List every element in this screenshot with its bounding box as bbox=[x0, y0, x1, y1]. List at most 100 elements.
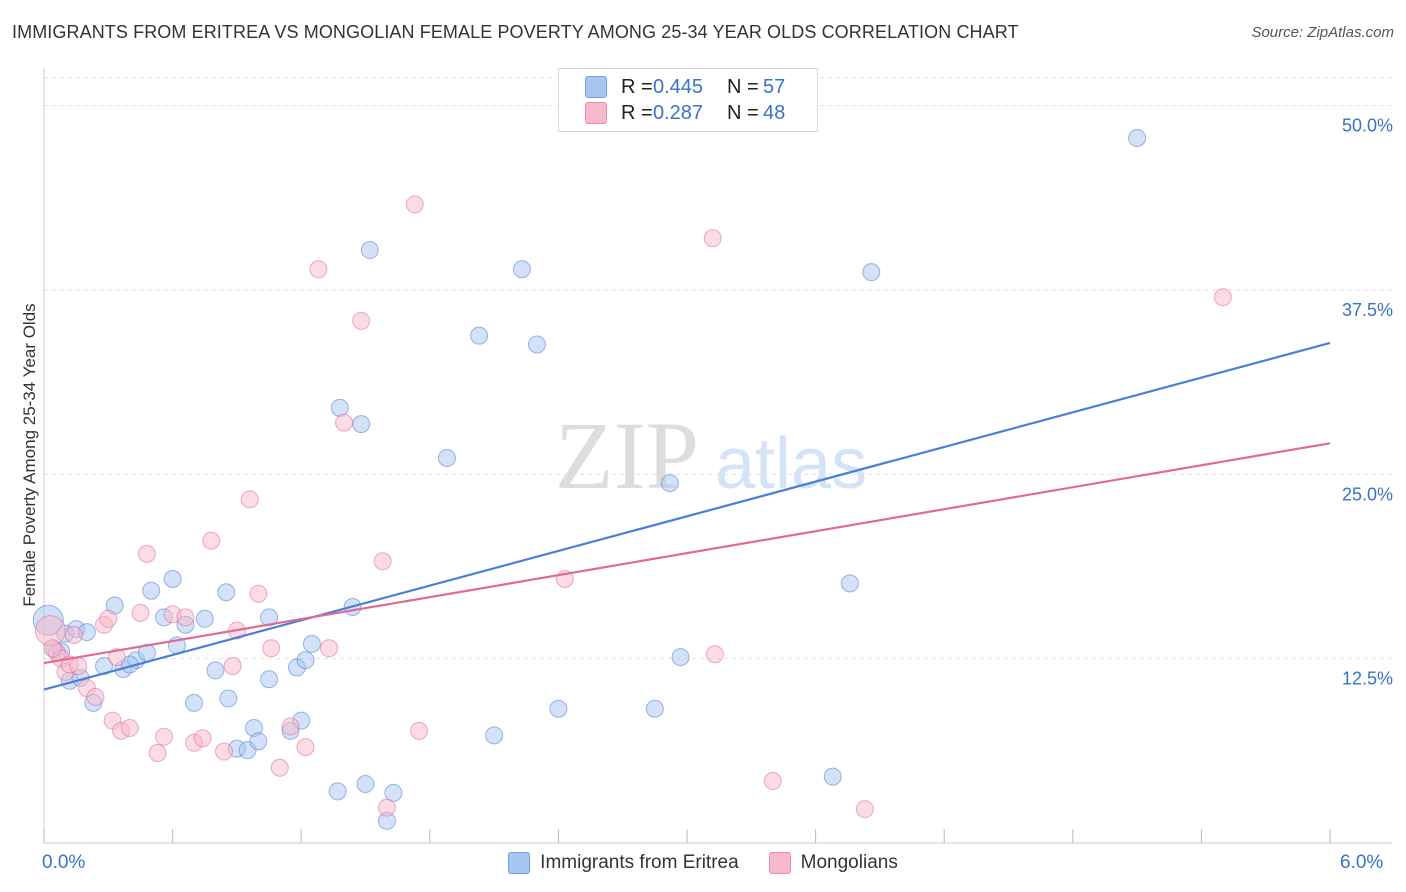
legend-n-label: N = bbox=[727, 75, 759, 98]
point-eritrea-46 bbox=[485, 726, 504, 745]
point-mongolians-34 bbox=[335, 413, 354, 432]
legend-r-label: R = bbox=[621, 101, 653, 124]
point-eritrea-38 bbox=[360, 241, 379, 260]
point-mongolians-41 bbox=[703, 229, 722, 248]
point-eritrea-41 bbox=[356, 775, 375, 793]
point-mongolians-47 bbox=[107, 648, 126, 667]
point-eritrea-21 bbox=[195, 609, 214, 628]
point-mongolians-43 bbox=[763, 772, 782, 791]
point-eritrea-28 bbox=[249, 732, 268, 751]
legend-n-value: 57 bbox=[763, 75, 786, 98]
point-eritrea-34 bbox=[296, 651, 315, 670]
point-eritrea-15 bbox=[142, 581, 161, 600]
point-mongolians-32 bbox=[309, 260, 328, 279]
chart-title: IMMIGRANTS FROM ERITREA VS MONGOLIAN FEM… bbox=[12, 22, 1019, 42]
point-eritrea-22 bbox=[206, 661, 225, 680]
point-mongolians-42 bbox=[705, 645, 724, 664]
point-mongolians-30 bbox=[281, 717, 300, 736]
legend-label-mongolians: Mongolians bbox=[800, 852, 898, 873]
y-tick-label-0: 12.5% bbox=[1342, 669, 1393, 689]
legend-n-label: N = bbox=[727, 101, 759, 124]
point-mongolians-35 bbox=[352, 311, 371, 330]
point-mongolians-27 bbox=[249, 584, 268, 603]
source-credit: Source: ZipAtlas.com bbox=[1251, 24, 1394, 41]
legend-row-mongolians: R = 0.287 N = 48 bbox=[585, 100, 785, 126]
watermark: ZIP atlas bbox=[555, 402, 867, 509]
point-mongolians-45 bbox=[1213, 288, 1232, 307]
point-mongolians-38 bbox=[405, 195, 424, 214]
point-eritrea-20 bbox=[185, 693, 204, 712]
point-mongolians-46 bbox=[43, 639, 62, 658]
legend-r-value: 0.445 bbox=[653, 75, 704, 98]
legend-swatch-eritrea bbox=[508, 852, 531, 874]
point-eritrea-50 bbox=[645, 699, 664, 718]
point-eritrea-24 bbox=[219, 689, 238, 708]
point-eritrea-55 bbox=[862, 263, 881, 282]
gridlines bbox=[44, 77, 1392, 660]
point-eritrea-44 bbox=[437, 449, 456, 468]
legend-n-value: 48 bbox=[763, 101, 786, 124]
point-eritrea-35 bbox=[302, 634, 321, 653]
point-mongolians-15 bbox=[137, 544, 156, 563]
point-mongolians-17 bbox=[155, 727, 174, 746]
point-mongolians-44 bbox=[855, 800, 874, 819]
point-mongolians-21 bbox=[193, 729, 212, 748]
trendline-eritrea bbox=[43, 341, 1331, 691]
correlation-legend: R = 0.445 N = 57 R = 0.287 N = 48 bbox=[558, 68, 818, 132]
point-eritrea-56 bbox=[1128, 128, 1147, 147]
legend-row-eritrea: R = 0.445 N = 57 bbox=[585, 74, 785, 100]
legend-item-eritrea: Immigrants from Eritrea bbox=[508, 852, 739, 874]
point-eritrea-39 bbox=[352, 415, 371, 434]
point-mongolians-6 bbox=[69, 657, 88, 675]
x-tick-label-max: 6.0% bbox=[1340, 852, 1384, 873]
point-mongolians-13 bbox=[120, 718, 139, 737]
point-mongolians-36 bbox=[373, 552, 392, 571]
y-tick-labels: 12.5% 25.0% 37.5% 50.0% bbox=[1342, 116, 1393, 689]
y-tick-label-1: 25.0% bbox=[1342, 484, 1393, 504]
point-eritrea-40 bbox=[328, 782, 347, 801]
point-mongolians-26 bbox=[240, 490, 259, 509]
legend-item-mongolians: Mongolians bbox=[768, 852, 898, 874]
series-legend: Immigrants from Eritrea Mongolians bbox=[0, 852, 1406, 874]
point-mongolians-14 bbox=[131, 603, 150, 622]
point-eritrea-45 bbox=[470, 326, 489, 345]
legend-swatch-mongolians bbox=[585, 102, 607, 124]
point-mongolians-29 bbox=[270, 758, 289, 777]
trendline-mongolians bbox=[43, 442, 1331, 665]
point-eritrea-30 bbox=[260, 670, 279, 689]
x-tick-label-min: 0.0% bbox=[42, 852, 86, 873]
point-mongolians-5 bbox=[65, 626, 84, 645]
point-eritrea-52 bbox=[671, 648, 690, 667]
point-eritrea-48 bbox=[527, 335, 546, 354]
point-eritrea-53 bbox=[823, 767, 842, 786]
point-mongolians-28 bbox=[262, 639, 281, 658]
point-eritrea-29 bbox=[260, 608, 279, 627]
axes bbox=[43, 68, 1392, 844]
point-mongolians-24 bbox=[223, 657, 242, 675]
watermark-atlas: atlas bbox=[715, 424, 867, 504]
point-mongolians-22 bbox=[202, 531, 221, 550]
legend-label-eritrea: Immigrants from Eritrea bbox=[540, 852, 739, 873]
point-eritrea-54 bbox=[840, 574, 859, 593]
data-points bbox=[32, 128, 1232, 830]
point-mongolians-16 bbox=[148, 744, 167, 763]
point-mongolians-37 bbox=[377, 798, 396, 817]
point-mongolians-8 bbox=[86, 687, 105, 706]
legend-r-value: 0.287 bbox=[653, 101, 704, 124]
point-mongolians-39 bbox=[410, 721, 429, 740]
point-eritrea-23 bbox=[217, 583, 236, 602]
legend-swatch-mongolians bbox=[768, 852, 791, 874]
trendlines bbox=[43, 341, 1331, 691]
point-eritrea-51 bbox=[660, 474, 679, 493]
point-mongolians-10 bbox=[99, 609, 118, 628]
watermark-zip: ZIP bbox=[555, 402, 699, 509]
point-eritrea-17 bbox=[163, 569, 182, 588]
point-mongolians-33 bbox=[320, 639, 339, 658]
point-eritrea-47 bbox=[512, 260, 531, 279]
y-tick-label-3: 50.0% bbox=[1342, 116, 1393, 136]
legend-swatch-eritrea bbox=[585, 76, 607, 98]
y-tick-label-2: 37.5% bbox=[1342, 300, 1393, 320]
point-mongolians-31 bbox=[296, 738, 315, 757]
point-mongolians-23 bbox=[215, 742, 234, 761]
